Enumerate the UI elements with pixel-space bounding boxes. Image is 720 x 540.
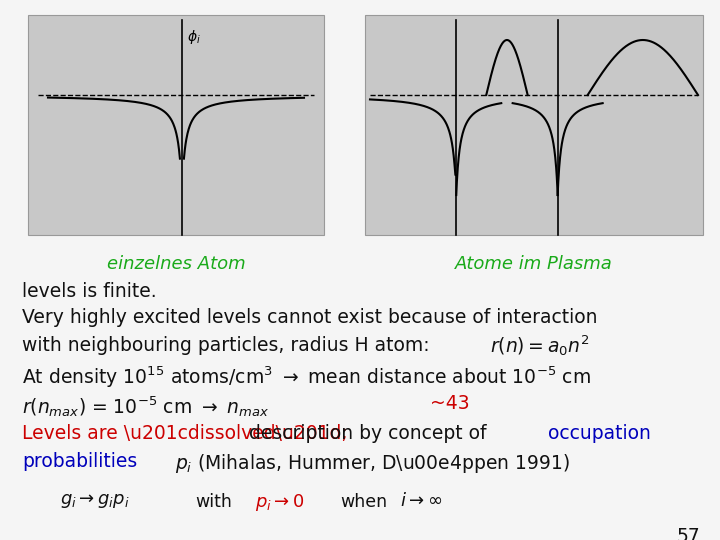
Text: At density $10^{15}$ atoms/cm$^3$ $\rightarrow$ mean distance about $10^{-5}$ cm: At density $10^{15}$ atoms/cm$^3$ $\righ…	[22, 364, 591, 389]
Text: Atome im Plasma: Atome im Plasma	[455, 255, 613, 273]
Bar	[28, 15, 324, 235]
Text: ~43: ~43	[430, 394, 469, 413]
Text: with neighbouring particles, radius H atom:: with neighbouring particles, radius H at…	[22, 336, 430, 355]
Text: Levels are \u201cdissolved\u201d;: Levels are \u201cdissolved\u201d;	[22, 424, 348, 443]
Text: $\phi_i$: $\phi_i$	[187, 28, 201, 46]
Text: with: with	[195, 493, 232, 511]
Text: $g_i \rightarrow g_i p_i$: $g_i \rightarrow g_i p_i$	[60, 492, 130, 510]
Text: description by concept of: description by concept of	[243, 424, 487, 443]
Text: Very highly excited levels cannot exist because of interaction: Very highly excited levels cannot exist …	[22, 308, 598, 327]
Text: when: when	[340, 493, 387, 511]
Text: $r(n) = a_0 n^2$: $r(n) = a_0 n^2$	[490, 333, 590, 358]
Text: probabilities: probabilities	[22, 452, 138, 471]
Text: occupation: occupation	[548, 424, 651, 443]
Text: $r(n_{max})$ = $10^{-5}$ cm $\rightarrow$ $n_{max}$: $r(n_{max})$ = $10^{-5}$ cm $\rightarrow…	[22, 394, 269, 419]
Text: einzelnes Atom: einzelnes Atom	[107, 255, 246, 273]
Text: 57: 57	[676, 527, 700, 540]
Text: $p_i \rightarrow 0$: $p_i \rightarrow 0$	[255, 492, 305, 513]
Text: levels is finite.: levels is finite.	[22, 282, 157, 301]
Bar	[365, 15, 703, 235]
Text: $p_i$ (Mihalas, Hummer, D\u00e4ppen 1991): $p_i$ (Mihalas, Hummer, D\u00e4ppen 1991…	[175, 452, 570, 475]
Text: $i \rightarrow \infty$: $i \rightarrow \infty$	[400, 492, 442, 510]
